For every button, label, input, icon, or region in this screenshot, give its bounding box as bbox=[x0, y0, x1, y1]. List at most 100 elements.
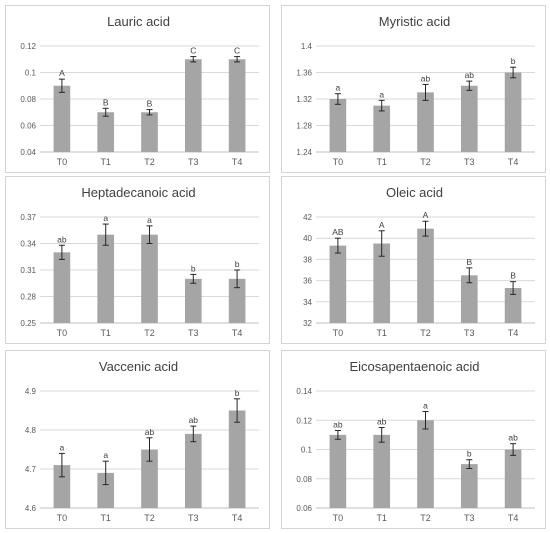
bar bbox=[53, 252, 71, 323]
bar bbox=[141, 449, 158, 508]
significance-label: b bbox=[467, 449, 472, 459]
y-tick-label: 0.37 bbox=[20, 213, 36, 222]
x-tick-label: T4 bbox=[232, 513, 243, 523]
y-tick-label: 36 bbox=[303, 277, 312, 286]
bar bbox=[504, 288, 522, 323]
significance-label: B bbox=[147, 99, 153, 109]
x-tick-label: T0 bbox=[57, 328, 68, 338]
y-tick-label: 32 bbox=[303, 319, 312, 328]
chart-panel-vaccenic: Vaccenic acid 4.6 4.7 4.8 4.9 a T0 a T1 ab T2 ab T3 b… bbox=[5, 350, 270, 529]
x-tick-label: T2 bbox=[144, 157, 155, 167]
bar bbox=[141, 234, 158, 323]
x-tick-label: T4 bbox=[232, 328, 243, 338]
x-tick-label: T2 bbox=[144, 513, 155, 523]
chart-svg: Heptadecanoic acid0.250.280.310.340.37ab… bbox=[20, 185, 259, 338]
bar bbox=[417, 420, 434, 508]
bar bbox=[329, 99, 347, 152]
chart-panel-lauric: Lauric acid 0.04 0.06 0.08 0.1 0.12 A T0 B T1 B T2 C… bbox=[5, 5, 270, 173]
y-tick-label: 34 bbox=[303, 298, 312, 307]
significance-label: b bbox=[235, 259, 240, 269]
bar bbox=[53, 85, 71, 152]
x-tick-label: T4 bbox=[508, 328, 519, 338]
bar bbox=[184, 433, 202, 508]
significance-label: ab bbox=[421, 73, 431, 83]
y-tick-label: 1.36 bbox=[296, 69, 312, 78]
x-tick-label: T0 bbox=[57, 513, 68, 523]
bar bbox=[504, 449, 522, 508]
significance-label: b bbox=[191, 263, 196, 273]
bar bbox=[97, 472, 115, 508]
bar bbox=[184, 278, 202, 323]
chart-title: Oleic acid bbox=[386, 185, 443, 200]
significance-label: a bbox=[103, 213, 108, 223]
y-tick-label: 38 bbox=[303, 255, 312, 264]
x-tick-label: T0 bbox=[333, 513, 344, 523]
significance-label: a bbox=[60, 442, 65, 452]
bar bbox=[141, 112, 158, 152]
chart-title: Myristic acid bbox=[379, 14, 451, 29]
y-tick-label: 0.1 bbox=[25, 69, 37, 78]
chart-panel-oleic: Oleic acid 32 34 36 38 40 42 AB T0 A T1 A T2 B T3 B T4 bbox=[281, 176, 546, 344]
chart-svg: Myristic acid 1.24 1.28 1.32 1.36 1.4 a T0 a T1 ab… bbox=[296, 14, 535, 167]
significance-label: b bbox=[511, 56, 516, 66]
x-tick-label: T1 bbox=[100, 513, 111, 523]
y-tick-label: 4.8 bbox=[25, 426, 37, 435]
bar bbox=[228, 59, 246, 152]
y-tick-label: 40 bbox=[303, 234, 312, 243]
bar bbox=[97, 112, 115, 152]
significance-label: ab bbox=[508, 433, 518, 443]
significance-label: a bbox=[103, 450, 108, 460]
x-tick-label: T4 bbox=[232, 157, 243, 167]
y-tick-label: 0.04 bbox=[20, 148, 36, 157]
chart-title: Vaccenic acid bbox=[99, 359, 178, 374]
x-tick-label: T2 bbox=[420, 513, 431, 523]
x-tick-label: T1 bbox=[376, 513, 387, 523]
significance-label: B bbox=[466, 257, 472, 267]
chart-title: Heptadecanoic acid bbox=[81, 185, 195, 200]
x-tick-label: T2 bbox=[420, 328, 431, 338]
y-tick-label: 0.31 bbox=[20, 266, 36, 275]
bar bbox=[329, 245, 347, 323]
significance-label: C bbox=[190, 46, 196, 56]
bar bbox=[460, 85, 478, 152]
y-tick-label: 0.08 bbox=[296, 475, 312, 484]
significance-label: C bbox=[234, 46, 240, 56]
chart-title: Lauric acid bbox=[107, 14, 170, 29]
y-tick-label: 42 bbox=[303, 213, 312, 222]
y-tick-label: 4.9 bbox=[25, 387, 37, 396]
y-tick-label: 1.32 bbox=[296, 95, 312, 104]
bar bbox=[504, 72, 522, 152]
bar bbox=[228, 278, 246, 323]
x-tick-label: T1 bbox=[376, 328, 387, 338]
x-tick-label: T3 bbox=[464, 157, 475, 167]
significance-label: a bbox=[379, 89, 384, 99]
chart-svg: Eicosapentaenoic acid 0.06 0.08 0.1 0.12 0.14… bbox=[296, 359, 535, 523]
significance-label: B bbox=[510, 271, 516, 281]
bar bbox=[184, 59, 202, 152]
y-tick-label: 4.6 bbox=[25, 504, 37, 513]
significance-label: A bbox=[423, 210, 429, 220]
chart-panel-myristic: Myristic acid 1.24 1.28 1.32 1.36 1.4 a T0 a T1 ab… bbox=[281, 5, 546, 173]
bar bbox=[329, 434, 347, 508]
chart-svg: Oleic acid 32 34 36 38 40 42 AB T0 A T1 A T2 B T3 B T4 bbox=[303, 185, 535, 338]
y-tick-label: 1.4 bbox=[301, 42, 313, 51]
x-tick-label: T2 bbox=[144, 328, 155, 338]
x-tick-label: T3 bbox=[188, 513, 199, 523]
chart-svg: Lauric acid 0.04 0.06 0.08 0.1 0.12 A T0 B T1 B T2 C… bbox=[20, 14, 259, 167]
significance-label: ab bbox=[189, 415, 199, 425]
y-tick-label: 0.1 bbox=[301, 446, 313, 455]
x-tick-label: T3 bbox=[464, 328, 475, 338]
chart-panel-heptadecanoic: Heptadecanoic acid 0.25 0.28 0.31 0.34 0.37 ab… bbox=[5, 176, 270, 344]
y-tick-label: 0.25 bbox=[20, 319, 36, 328]
x-tick-label: T0 bbox=[333, 328, 344, 338]
significance-label: ab bbox=[465, 70, 475, 80]
bar bbox=[417, 92, 434, 152]
significance-label: A bbox=[59, 68, 65, 78]
x-tick-label: T4 bbox=[508, 157, 519, 167]
x-tick-label: T0 bbox=[57, 157, 68, 167]
bar bbox=[97, 234, 115, 323]
bar bbox=[460, 464, 478, 508]
significance-label: A bbox=[379, 220, 385, 230]
significance-label: a bbox=[336, 83, 341, 93]
y-tick-label: 0.06 bbox=[296, 504, 312, 513]
